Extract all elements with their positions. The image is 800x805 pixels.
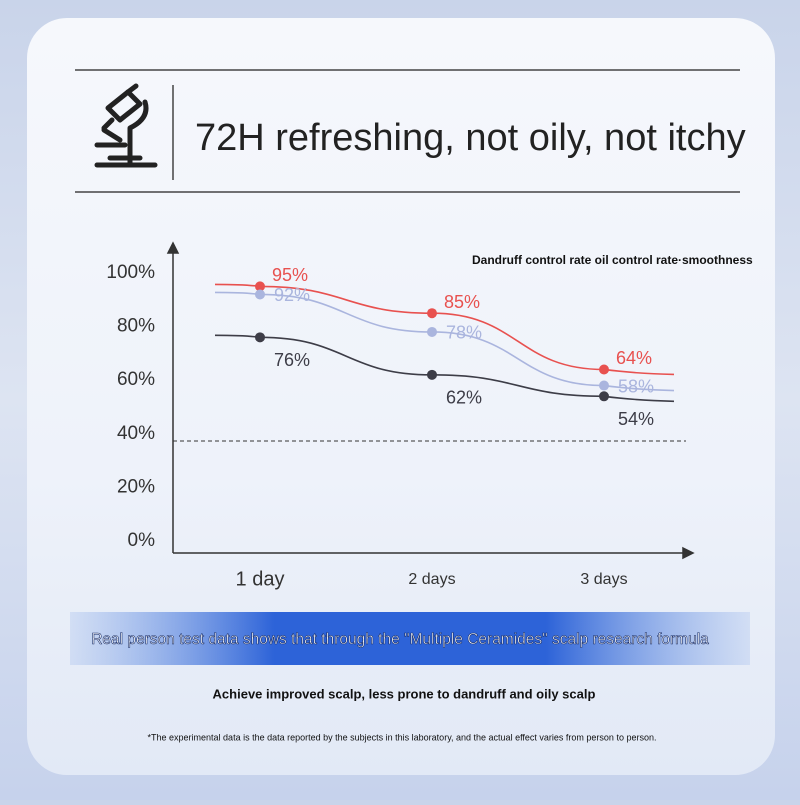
data-point	[599, 364, 609, 375]
value-label: 64%	[616, 348, 652, 368]
data-point	[427, 326, 437, 337]
microscope-icon	[94, 83, 158, 168]
value-label: 54%	[618, 409, 654, 429]
data-point	[255, 332, 265, 343]
data-point	[599, 380, 609, 391]
curve-tail	[603, 368, 675, 376]
curve-tail	[603, 395, 675, 403]
value-label: 58%	[618, 376, 654, 396]
data-point	[427, 369, 437, 380]
card	[27, 18, 775, 775]
y-tick-label: 100%	[106, 262, 155, 283]
x-tick-label: 2 days	[408, 571, 455, 588]
y-tick-label: 20%	[117, 476, 155, 497]
value-label: 92%	[274, 285, 310, 305]
banner-text: Real person test data shows that through…	[91, 631, 709, 648]
curve-tail	[603, 384, 675, 392]
footnote: *The experimental data is the data repor…	[148, 732, 657, 742]
value-label: 78%	[446, 323, 482, 343]
data-point	[255, 289, 265, 300]
x-tick-label: 1 day	[236, 568, 285, 590]
value-label: 95%	[272, 265, 308, 285]
data-point	[427, 308, 437, 319]
subtext: Achieve improved scalp, less prone to da…	[213, 686, 596, 701]
banner	[70, 612, 750, 665]
y-tick-label: 60%	[117, 369, 155, 390]
y-tick-label: 40%	[117, 423, 155, 444]
data-point	[599, 391, 609, 402]
value-label: 76%	[274, 350, 310, 370]
legend-text: Dandruff control rate oil control rate·s…	[472, 253, 753, 267]
value-label: 85%	[444, 292, 480, 312]
axes	[166, 241, 695, 560]
data-point	[255, 281, 265, 292]
title: 72H refreshing, not oily, not itchy	[195, 117, 746, 159]
y-tick-label: 0%	[128, 530, 156, 551]
value-label: 62%	[446, 388, 482, 408]
plot: 0% 20% 40% 60% 80% 100% 1 day 2 days 3 days 95% 85…	[106, 262, 675, 590]
y-tick-label: 80%	[117, 316, 155, 337]
x-tick-label: 3 days	[580, 571, 627, 588]
